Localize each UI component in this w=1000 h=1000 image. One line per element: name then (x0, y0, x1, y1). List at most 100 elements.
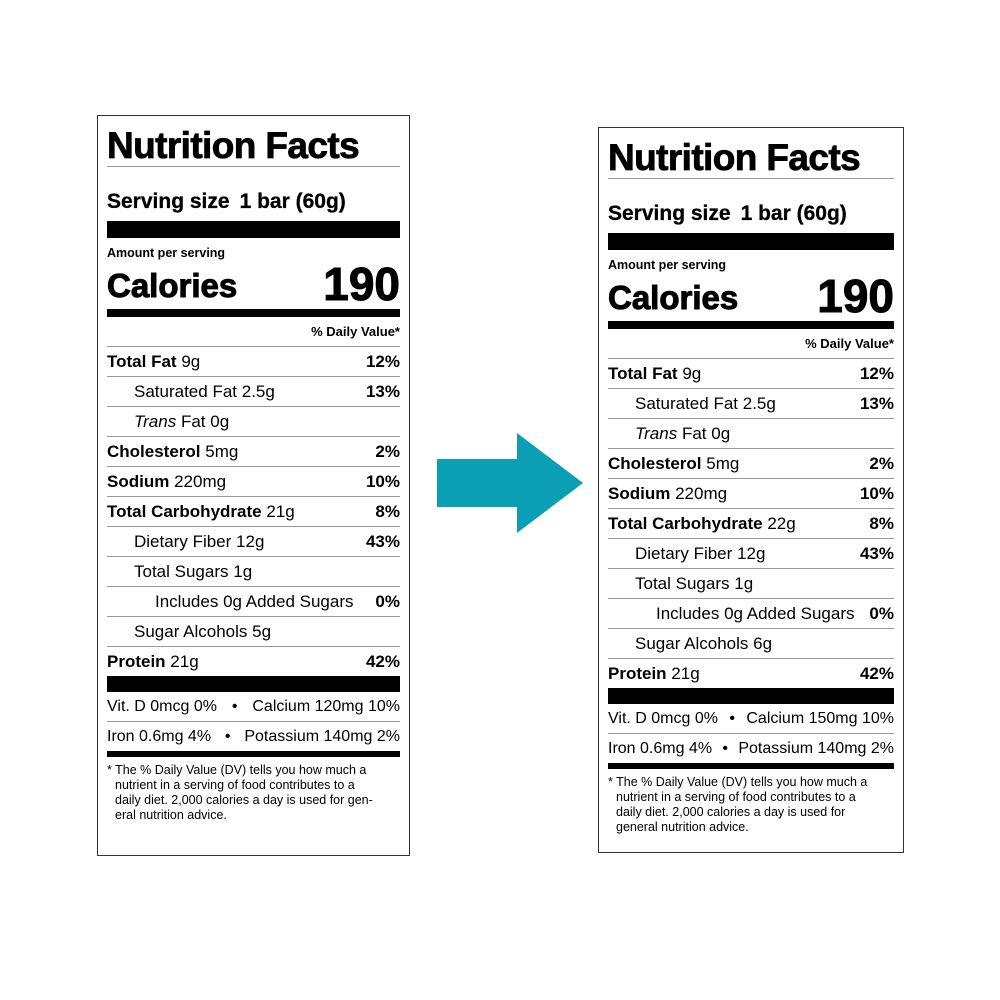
nutrient-row: Sugar Alcohols 6g (608, 628, 894, 658)
daily-value-header: % Daily Value* (107, 324, 400, 347)
nutrient-amount: 1g (734, 574, 754, 593)
nutrient-name-amount: Sodium 220mg (608, 479, 727, 508)
nutrient-row: Total Fat 9g 12% (107, 347, 400, 376)
nutrient-amount: 12g (737, 544, 766, 563)
serving-value: 1 bar (60g) (239, 190, 346, 213)
nutrient-name: Total Carbohydrate (608, 514, 763, 533)
nutrient-row: Cholesterol 5mg 2% (608, 448, 894, 478)
nutrient-daily-value: 12% (365, 352, 400, 371)
footnote-line: nutrient in a serving of food contribute… (616, 790, 856, 804)
nutrient-amount: 5g (252, 622, 272, 641)
mineral-left: Iron 0.6mg 4% (608, 740, 713, 757)
calories-row: Calories 190 (607, 270, 895, 322)
nutrient-name-amount: Dietary Fiber 12g (608, 539, 765, 568)
footnote-line: general nutrition advice. (616, 820, 749, 834)
calories-row: Calories 190 (106, 261, 400, 308)
nutrient-name-amount: Total Fat 9g (608, 359, 701, 388)
arrow-right-icon (437, 433, 583, 533)
footnote-line: daily diet. 2,000 calories a day is used… (616, 805, 846, 819)
bullet: • (729, 710, 735, 727)
nutrient-name: Includes (656, 604, 720, 623)
nutrient-row: Trans Fat 0g (608, 418, 894, 448)
nutrient-amount: 21g (266, 502, 295, 521)
medium-divider (107, 309, 400, 317)
nutrient-row: Total Fat 9g 12% (608, 359, 894, 388)
medium-divider (608, 321, 894, 329)
nutrient-name-amount: Total Carbohydrate 22g (608, 509, 796, 538)
nutrient-name: Total Fat (608, 364, 678, 383)
nutrient-amount: 9g (181, 352, 201, 371)
nutrient-daily-value: 10% (859, 484, 894, 503)
nutrient-name: Trans (635, 424, 678, 443)
nutrient-row: Total Sugars 1g (608, 568, 894, 598)
nutrient-name: Sodium (107, 472, 170, 491)
footnote-line: daily diet. 2,000 calories a day is used… (115, 793, 373, 807)
mineral-row: Iron 0.6mg 4% • Potassium 140mg 2% (608, 733, 894, 763)
nutrient-amount: 5mg (706, 454, 740, 473)
nutrient-name: Dietary Fiber (635, 544, 733, 563)
nutrient-row: Trans Fat 0g (107, 406, 400, 436)
nutrient-name-amount: Cholesterol 5mg (107, 437, 238, 466)
nutrient-row: Total Carbohydrate 22g 8% (608, 508, 894, 538)
nutrient-name-amount: Total Fat 9g (107, 347, 200, 376)
nutrient-daily-value: 43% (859, 544, 894, 563)
nutrient-row: Saturated Fat 2.5g 13% (608, 388, 894, 418)
nutrient-row: Dietary Fiber 12g 43% (107, 526, 400, 556)
amount-per-serving: Amount per serving (608, 258, 727, 272)
nutrient-name-amount: Includes 0g Added Sugars (608, 599, 855, 628)
nutrient-amount: 5mg (205, 442, 239, 461)
nutrient-name-amount: Cholesterol 5mg (608, 449, 739, 478)
nutrient-row: Sugar Alcohols 5g (107, 616, 400, 646)
nutrient-name: Total Carbohydrate (107, 502, 262, 521)
nutrient-name: Sugar Alcohols (134, 622, 248, 641)
calories-label: Calories (607, 279, 739, 317)
nutrient-daily-value: 0% (869, 604, 894, 623)
footnote: * The % Daily Value (DV) tells you how m… (608, 775, 894, 835)
nutrient-daily-value: 2% (869, 454, 894, 473)
nutrient-name: Protein (608, 664, 667, 683)
calories-label: Calories (106, 267, 238, 305)
label-title: Nutrition Facts (107, 125, 360, 166)
nutrient-daily-value: 2% (375, 442, 400, 461)
nutrient-amount: 9g (682, 364, 702, 383)
mineral-right: Calcium 150mg 10% (746, 710, 894, 727)
nutrient-amount: 6g (753, 634, 773, 653)
nutrient-daily-value: 8% (869, 514, 894, 533)
nutrition-label-updated: Nutrition Facts Serving size 1 bar (60g) Am… (598, 127, 904, 853)
serving-label: Serving size (608, 202, 731, 225)
nutrient-name: Total Fat (107, 352, 177, 371)
nutrient-row: Total Sugars 1g (107, 556, 400, 586)
nutrient-amount: 2.5g (241, 382, 275, 401)
nutrient-name: Dietary Fiber (134, 532, 232, 551)
bullet: • (231, 698, 238, 715)
nutrient-row: Protein 21g 42% (608, 658, 894, 688)
amount-per-serving: Amount per serving (107, 246, 226, 260)
nutrient-name-amount: Sugar Alcohols 6g (608, 629, 772, 658)
nutrient-name-amount: Saturated Fat 2.5g (608, 389, 776, 418)
calories-value: 190 (817, 270, 895, 322)
nutrient-name-amount: Sodium 220mg (107, 467, 226, 496)
nutrient-name-amount: Trans Fat 0g (608, 419, 730, 448)
nutrient-row: Sodium 220mg 10% (107, 466, 400, 496)
serving-value: 1 bar (60g) (740, 202, 847, 225)
nutrient-name: Trans (134, 412, 177, 431)
mineral-right: Potassium 140mg 2% (738, 740, 894, 757)
nutrient-name: Protein (107, 652, 166, 671)
divider (107, 166, 400, 167)
nutrient-daily-value: 0% (375, 592, 400, 611)
nutrient-name-amount: Sugar Alcohols 5g (107, 617, 271, 646)
small-divider (107, 751, 400, 757)
nutrient-amount: 1g (233, 562, 253, 581)
footnote-line: nutrient in a serving of food contribute… (115, 778, 355, 792)
label-title: Nutrition Facts (608, 137, 861, 178)
nutrient-daily-value: 8% (375, 502, 400, 521)
mineral-row: Iron 0.6mg 4% • Potassium 140mg 2% (107, 721, 400, 751)
footnote-line: * The % Daily Value (DV) tells you how m… (107, 763, 367, 777)
bullet: • (224, 728, 231, 745)
nutrient-name: Includes (155, 592, 219, 611)
nutrient-name-amount: Protein 21g (608, 659, 700, 688)
nutrient-daily-value: 10% (365, 472, 400, 491)
footnote-line: * The % Daily Value (DV) tells you how m… (608, 775, 868, 789)
nutrient-name: Total Sugars (635, 574, 730, 593)
nutrient-amount: 21g (170, 652, 199, 671)
